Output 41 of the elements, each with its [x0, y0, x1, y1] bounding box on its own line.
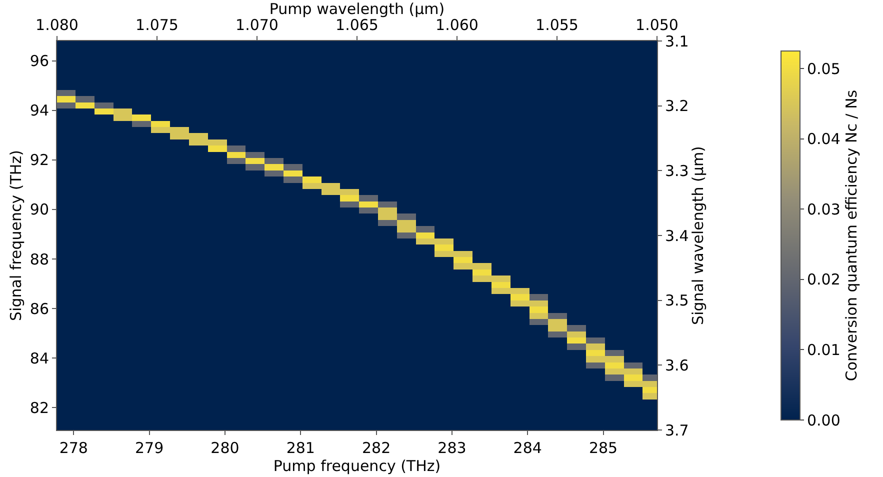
y-tick-label: 96 — [30, 52, 49, 70]
color-bar-label: 0.01 — [807, 340, 840, 359]
y-tick-label: 88 — [30, 250, 49, 268]
x-tick-label: 278 — [59, 439, 88, 457]
x2-tick-label: 1.050 — [636, 16, 678, 34]
y2-tick-label: 3.6 — [665, 356, 689, 374]
x2-tick-label: 1.055 — [536, 16, 578, 34]
y-tick-label: 86 — [30, 300, 49, 318]
x-tick-label: 284 — [513, 439, 542, 457]
y2-tick-label: 3.3 — [665, 162, 689, 180]
y-axis-title: Signal frequency (THz) — [7, 150, 26, 321]
y-tick-label: 94 — [30, 102, 49, 120]
x2-tick-label: 1.080 — [36, 16, 78, 34]
x-tick-label: 283 — [438, 439, 466, 457]
x-tick-label: 281 — [286, 439, 315, 457]
x-tick-label: 285 — [588, 439, 618, 457]
x-tick-label: 279 — [134, 439, 164, 457]
color-bar-label: 0.03 — [807, 200, 840, 218]
y2-tick-label: 3.1 — [665, 32, 689, 50]
x-tick-label: 280 — [210, 439, 240, 457]
y2-tick-label: 3.2 — [665, 97, 689, 116]
y-tick-label: 92 — [30, 151, 49, 170]
color-bar-label: 0.05 — [807, 60, 840, 78]
y2-tick-label: 3.7 — [665, 421, 689, 440]
color-bar-label: 0.04 — [807, 130, 840, 148]
y2-axis-title: Signal wavelength (µm) — [688, 146, 707, 325]
y2-tick-label: 3.4 — [665, 226, 689, 245]
x2-tick-label: 1.060 — [436, 16, 478, 34]
x-axis-title: Pump frequency (THz) — [273, 457, 441, 475]
x-tick-label: 282 — [362, 439, 391, 457]
x2-tick-label: 1.070 — [236, 16, 278, 34]
y-tick-label: 90 — [30, 200, 49, 219]
color-bar-title: Conversion quantum efficiency Nc / Ns — [842, 90, 860, 382]
color-bar-label: 0.02 — [807, 270, 840, 289]
color-bar-label: 0.00 — [807, 411, 840, 430]
y2-tick-label: 3.5 — [665, 292, 689, 310]
x2-tick-label: 1.075 — [136, 16, 178, 34]
y-tick-label: 82 — [30, 398, 49, 417]
y-tick-label: 84 — [30, 349, 49, 368]
x2-axis-title: Pump wavelength (µm) — [269, 0, 445, 18]
x2-tick-label: 1.065 — [336, 16, 378, 34]
